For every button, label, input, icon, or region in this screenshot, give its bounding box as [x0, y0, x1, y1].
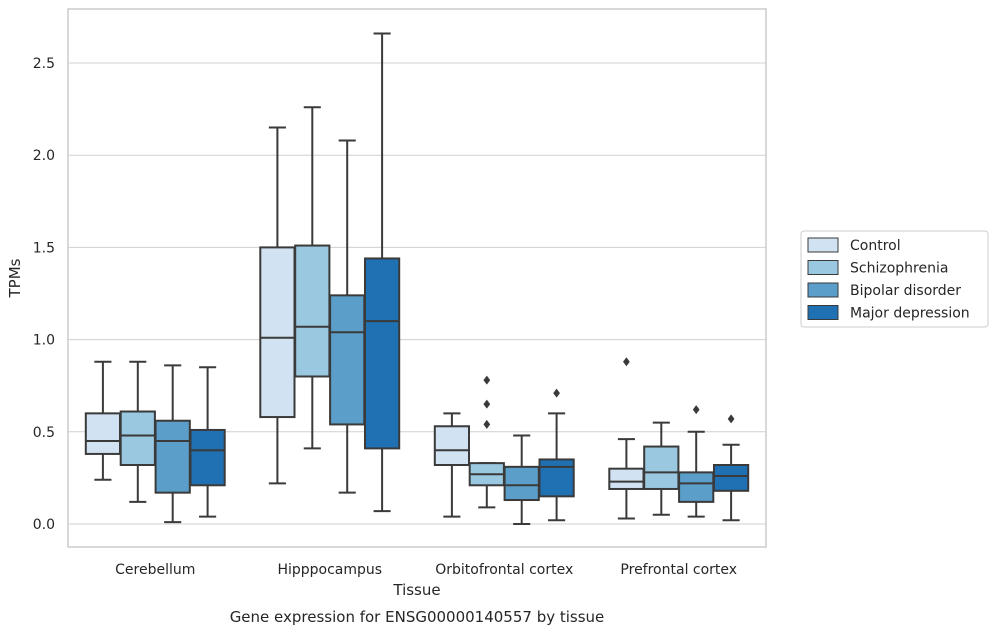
outlier-point — [727, 414, 735, 424]
box-control — [433, 412, 471, 518]
box-iqr — [294, 244, 331, 378]
box-bipolar-disorder — [678, 405, 715, 518]
legend-swatch — [807, 282, 839, 298]
legend-label: Schizophrenia — [850, 261, 948, 277]
chart-caption: Gene expression for ENSG00000140557 by t… — [230, 608, 605, 626]
y-axis-title: TPMs — [6, 258, 24, 298]
legend-swatch — [807, 305, 839, 320]
x-tick-label: Hipppocampus — [277, 562, 382, 578]
outlier-point — [483, 399, 491, 409]
box-iqr — [712, 463, 750, 492]
box-bipolar-disorder — [503, 434, 540, 525]
x-axis-ticks: Cerebellum Hipppocampus Orbitofrontal cort… — [115, 562, 737, 578]
box-iqr — [678, 471, 715, 503]
box-schizophrenia — [294, 106, 331, 450]
box-iqr — [154, 419, 191, 494]
legend-swatch — [807, 260, 839, 275]
box-schizophrenia — [468, 375, 505, 509]
outlier-point — [623, 357, 630, 367]
y-tick-label: 0.0 — [33, 517, 55, 533]
legend-frame — [800, 230, 989, 328]
x-tick-label: Prefrontal cortex — [620, 562, 737, 578]
box-control — [84, 360, 122, 481]
box-schizophrenia — [643, 421, 680, 516]
box-iqr — [643, 445, 680, 490]
y-tick-label: 1.0 — [33, 333, 55, 349]
box-iqr — [433, 425, 471, 466]
box-iqr — [608, 467, 645, 490]
y-tick-label: 1.5 — [33, 240, 55, 256]
legend-label: Major depression — [850, 306, 970, 322]
box-major-depression — [363, 32, 401, 513]
box-control — [608, 357, 645, 520]
x-axis-title: Tissue — [392, 581, 440, 599]
box-major-depression — [189, 366, 226, 518]
box-iqr — [503, 465, 540, 502]
outlier-point — [483, 375, 491, 385]
legend: Control Schizophrenia Bipolar disorder Majo… — [800, 230, 989, 328]
box-iqr — [538, 458, 575, 498]
box-major-depression — [712, 414, 750, 522]
legend-label: Bipolar disorder — [850, 283, 961, 299]
box-major-depression — [538, 388, 575, 522]
outlier-point — [553, 388, 560, 398]
box-iqr — [84, 412, 122, 455]
plot-frame — [67, 8, 767, 548]
x-tick-label: Orbitofrontal cortex — [435, 562, 573, 578]
box-iqr — [329, 294, 366, 426]
box-iqr — [259, 246, 296, 419]
box-iqr — [119, 410, 156, 466]
box-iqr — [189, 428, 226, 487]
box-iqr — [363, 257, 401, 450]
y-tick-label: 2.5 — [33, 56, 55, 72]
box-control — [259, 126, 296, 485]
box-schizophrenia — [119, 360, 156, 503]
outlier-point — [692, 405, 700, 415]
box-plots — [84, 32, 750, 525]
x-tick-label: Cerebellum — [115, 562, 195, 578]
y-axis-ticks: 0.0 0.5 1.0 1.5 2.0 2.5 — [33, 56, 55, 533]
legend-swatch — [807, 237, 839, 253]
legend-label: Control — [850, 238, 901, 254]
y-tick-label: 2.0 — [33, 148, 55, 164]
box-bipolar-disorder — [329, 139, 366, 494]
box-bipolar-disorder — [154, 364, 191, 524]
y-tick-label: 0.5 — [33, 425, 55, 441]
outlier-point — [483, 419, 491, 429]
